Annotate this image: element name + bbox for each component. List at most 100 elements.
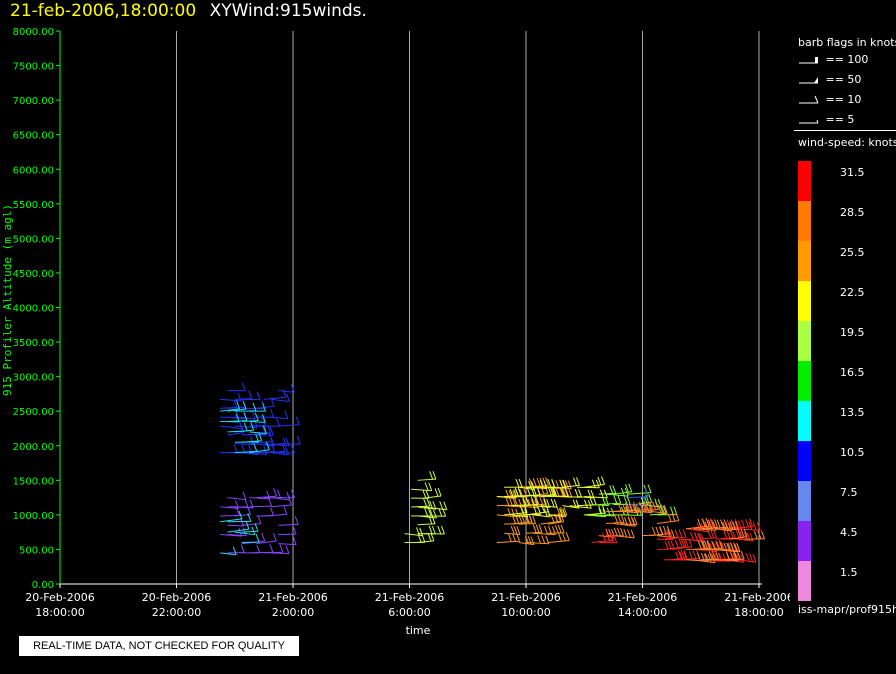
barb-flag bbox=[536, 477, 541, 487]
barb-flag bbox=[539, 477, 544, 487]
barb-flag bbox=[537, 535, 542, 544]
wind-barb bbox=[271, 410, 289, 420]
barb-flag bbox=[711, 540, 716, 549]
wind-barb bbox=[540, 498, 558, 508]
barb-flag bbox=[662, 525, 667, 535]
x-axis-label: time bbox=[406, 624, 431, 637]
barb-flag bbox=[655, 526, 660, 536]
wind-barb bbox=[744, 530, 766, 540]
barb-staff bbox=[642, 508, 659, 512]
barb-flag bbox=[554, 524, 559, 534]
barb-flag bbox=[561, 532, 566, 542]
barb-flag bbox=[703, 553, 708, 562]
wind-barb bbox=[649, 525, 671, 537]
y-tick-label: 5000.00 bbox=[13, 234, 54, 245]
barb-staff bbox=[729, 536, 748, 540]
barb-flag bbox=[707, 529, 712, 539]
barb-flag bbox=[617, 514, 622, 523]
barb-flag bbox=[270, 507, 275, 516]
x-tick-label: 18:00:00 bbox=[35, 606, 84, 619]
wind-barb bbox=[525, 535, 550, 545]
barb-flag bbox=[550, 498, 555, 508]
barb-flag bbox=[437, 525, 442, 535]
wind-barb bbox=[424, 487, 442, 499]
wind-barb bbox=[249, 414, 266, 423]
barb-flag bbox=[740, 528, 745, 538]
barb-staff bbox=[584, 512, 606, 516]
wind-barb bbox=[671, 549, 688, 561]
barb-flag bbox=[269, 544, 274, 553]
barb-staff bbox=[576, 495, 595, 499]
barb-staff bbox=[234, 443, 254, 446]
barb-flag bbox=[678, 539, 683, 548]
colorbar-swatch bbox=[798, 521, 811, 561]
barb-flag bbox=[290, 384, 295, 393]
wind-barb bbox=[411, 490, 430, 499]
barb-staff bbox=[620, 510, 640, 514]
barb-staff bbox=[234, 531, 255, 536]
barb-flag bbox=[657, 498, 662, 508]
barb-staff bbox=[533, 494, 556, 497]
barb-staff bbox=[227, 406, 246, 409]
barb-staff bbox=[547, 486, 567, 489]
barb-flag bbox=[677, 550, 682, 559]
barb-staff bbox=[417, 540, 434, 544]
barb-flag bbox=[247, 513, 252, 522]
barb-flag bbox=[639, 501, 643, 510]
barb-flag bbox=[423, 498, 427, 507]
barb-flag bbox=[642, 496, 647, 505]
barb-staff bbox=[227, 432, 244, 436]
barb-flag bbox=[749, 532, 754, 542]
barb-flag bbox=[732, 551, 737, 560]
barb-staff bbox=[411, 488, 432, 492]
barb-flag bbox=[572, 477, 577, 486]
barb-staff bbox=[417, 478, 436, 481]
colorbar-label: 22.5 bbox=[840, 286, 865, 299]
y-tick-label: 4500.00 bbox=[13, 269, 54, 280]
barb-flag bbox=[688, 550, 693, 559]
y-tick-label: 6500.00 bbox=[13, 131, 54, 142]
colorbar-label: 25.5 bbox=[840, 246, 865, 259]
barb-flag bbox=[700, 533, 705, 542]
barb-staff bbox=[715, 537, 734, 540]
wind-barb bbox=[242, 391, 261, 401]
barb-flag bbox=[675, 512, 680, 521]
y-tick-label: 8000.00 bbox=[13, 27, 54, 38]
x-tick-label: 21-Feb-2006 bbox=[724, 591, 790, 604]
barb-flag bbox=[609, 532, 614, 541]
title-product: XYWind:915winds. bbox=[209, 1, 367, 21]
barb-flag bbox=[731, 520, 736, 529]
barb-flag bbox=[514, 487, 519, 497]
barb-flag bbox=[733, 543, 738, 552]
wind-barb bbox=[584, 504, 606, 516]
x-tick-label: 20-Feb-2006 bbox=[25, 591, 94, 604]
barb-flag bbox=[550, 487, 555, 496]
barb-staff bbox=[241, 440, 262, 443]
barb-flag bbox=[269, 426, 274, 436]
barb-flag bbox=[242, 491, 247, 500]
barb-staff bbox=[562, 495, 582, 498]
barb-flag bbox=[560, 524, 565, 534]
barb-flag bbox=[512, 533, 516, 542]
barb-flag bbox=[532, 478, 537, 487]
barb-staff bbox=[249, 449, 270, 454]
barb-flag bbox=[702, 519, 707, 528]
barb-flag bbox=[591, 479, 596, 488]
wind-barb bbox=[627, 488, 649, 499]
barb-flag bbox=[541, 535, 546, 544]
barb-staff bbox=[562, 505, 580, 509]
barb-flag bbox=[236, 400, 241, 410]
colorbar-swatch bbox=[798, 561, 811, 601]
barb-flag bbox=[601, 504, 606, 514]
barb-flag bbox=[667, 528, 672, 538]
barb-staff bbox=[496, 514, 519, 518]
barb-flag bbox=[574, 488, 579, 498]
barb-flag bbox=[532, 524, 537, 533]
barb-flag bbox=[663, 531, 668, 540]
y-tick-label: 500.00 bbox=[19, 545, 54, 556]
barb-flag bbox=[617, 495, 622, 504]
wind-barb bbox=[656, 512, 680, 525]
barb-flag bbox=[727, 542, 732, 552]
barb-flag bbox=[279, 544, 284, 553]
barb-flag bbox=[726, 529, 731, 539]
